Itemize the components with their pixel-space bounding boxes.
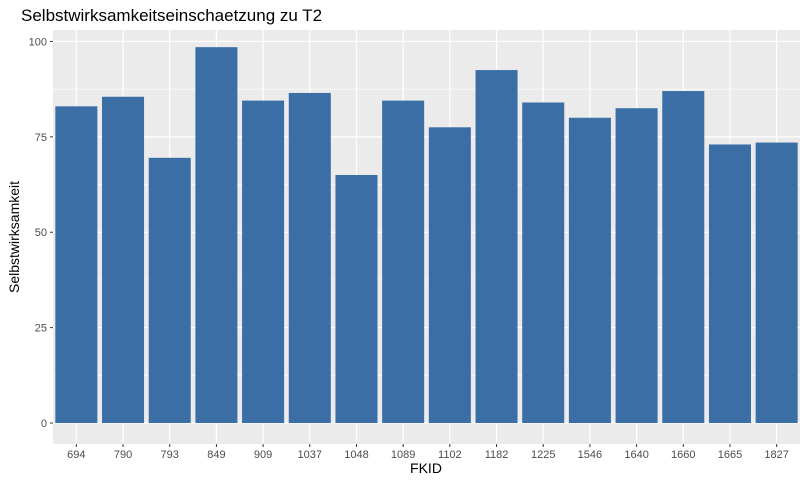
- bar-1660: [662, 91, 705, 424]
- x-tick-label: 793: [161, 449, 179, 461]
- bar-1665: [708, 144, 751, 424]
- y-tick-label: 0: [41, 418, 47, 430]
- y-tick-label: 50: [35, 227, 47, 239]
- y-tick-label: 25: [35, 323, 47, 335]
- x-tick-label: 1182: [485, 449, 509, 461]
- x-axis: 694 790 793 849 909 1037 1048 1089 1102 1182 1225 1…: [67, 444, 789, 461]
- bar-909: [242, 100, 285, 424]
- bar-694: [55, 106, 98, 424]
- y-tick-label: 100: [29, 36, 47, 48]
- bar-790: [102, 96, 145, 424]
- x-tick-label: 909: [254, 449, 272, 461]
- bar-1048: [335, 174, 378, 424]
- bar-1089: [382, 100, 425, 424]
- bars: [55, 47, 798, 424]
- y-axis-title: Selbstwirksamkeit: [6, 181, 22, 293]
- bar-1640: [615, 108, 658, 424]
- x-axis-title: FKID: [410, 460, 442, 476]
- chart-title: Selbstwirksamkeitseinschaetzung zu T2: [21, 6, 322, 25]
- bar-1182: [475, 70, 518, 424]
- x-tick-label: 694: [67, 449, 85, 461]
- y-tick-label: 75: [35, 132, 47, 144]
- x-tick-label: 1102: [438, 449, 462, 461]
- bar-849: [195, 47, 238, 424]
- bar-1037: [288, 92, 331, 424]
- x-tick-label: 1660: [671, 449, 695, 461]
- x-tick-label: 1225: [531, 449, 555, 461]
- x-tick-label: 849: [207, 449, 225, 461]
- x-tick-label: 1827: [764, 449, 788, 461]
- x-tick-label: 1089: [391, 449, 415, 461]
- x-tick-label: 1037: [298, 449, 322, 461]
- bar-1546: [568, 117, 611, 424]
- x-tick-label: 1665: [718, 449, 742, 461]
- bar-1225: [522, 102, 565, 424]
- x-tick-label: 1546: [578, 449, 602, 461]
- bar-793: [148, 157, 191, 424]
- bar-1827: [755, 142, 798, 424]
- x-tick-label: 1640: [624, 449, 648, 461]
- x-tick-label: 1048: [344, 449, 368, 461]
- y-axis: 0 25 50 75 100: [29, 36, 53, 430]
- x-tick-label: 790: [114, 449, 132, 461]
- bar-1102: [428, 127, 471, 424]
